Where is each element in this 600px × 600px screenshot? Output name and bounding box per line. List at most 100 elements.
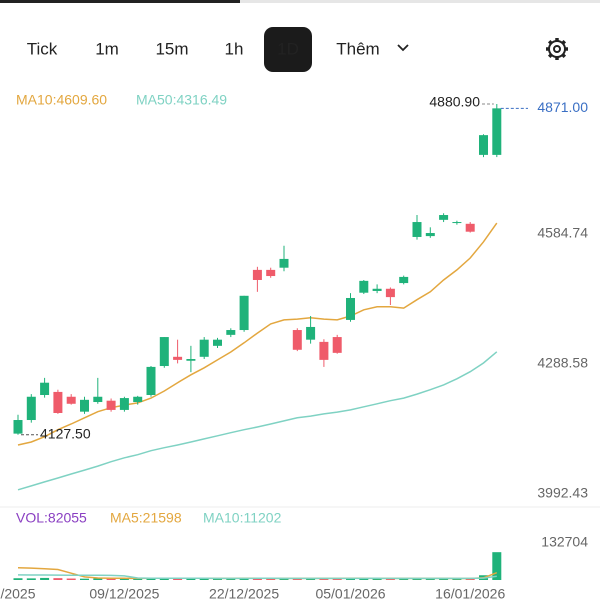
legend-entry: MA10:11202 [203,510,282,526]
low-marker-label: 4127.50 [40,425,91,441]
volume-bar [372,578,382,580]
volume-bar [133,578,143,580]
volume-bar [452,578,462,580]
candle-body [399,276,409,284]
volume-bar [173,578,183,580]
candle-body [106,400,116,410]
volume-bar [93,578,103,580]
candle-body [80,399,89,412]
candle-body [159,337,169,367]
candle-body [26,396,36,421]
volume-bar [199,578,209,580]
candle-body [412,222,422,237]
x-tick-label: 05/01/2026 [315,586,385,600]
ma-line [17,222,498,446]
x-tick-label: 22/12/2025 [209,586,279,600]
high-marker-label: 4880.90 [429,94,480,110]
x-tick-label: /2025 [0,586,35,600]
candle-body [279,258,289,268]
candle-body [359,280,369,293]
candle-body [266,269,276,277]
x-tick-label: 16/01/2026 [435,586,505,600]
tab-selected-bg [264,27,312,72]
candle-body [306,326,316,340]
volume-bar [385,578,395,580]
candle-body [465,223,475,232]
candle-body [199,339,209,357]
y-tick-label: 4288.58 [537,355,588,371]
candle-body [226,330,236,335]
candle-body [385,288,395,298]
legend-entry: MA10:4609.60 [16,92,107,108]
volume-bar [226,578,236,580]
volume-bar [279,578,289,580]
volume-bar [40,577,50,580]
volume-title: VOL:82055 [16,510,87,526]
candle-body [319,341,329,360]
candle-body [439,215,449,220]
volume-bar [359,578,369,580]
volume-bar [13,578,23,580]
candle-body [332,337,342,353]
candle-body [186,359,196,361]
progress-track [0,0,600,3]
volume-bar [252,578,262,580]
volume-bar [399,578,409,580]
volume-bar [213,578,222,580]
ma-line [17,574,497,580]
settings-icon[interactable] [546,38,568,60]
candle-body [452,222,462,224]
volume-bar [106,578,116,580]
candle-body [173,356,183,360]
candle-body [239,295,249,331]
candle-body [492,108,502,155]
volume-bar [266,578,276,580]
volume-bar [425,578,435,580]
x-tick-label: 09/12/2025 [89,586,159,600]
legend-entry: MA5:21598 [110,510,182,526]
volume-bar [26,578,36,580]
volume-bar [439,578,449,580]
candle-body [479,135,488,155]
volume-bar [146,578,156,580]
y-tick-label: 3992.43 [537,485,588,501]
volume-bar [186,578,196,580]
y-tick-label: 4584.74 [537,225,588,241]
volume-bar [306,578,316,580]
last-price-label: 4871.00 [537,99,588,115]
volume-bar [292,578,302,580]
dropdown-chevron[interactable] [397,44,409,52]
volume-bar [492,552,502,580]
candle-body [93,396,103,403]
y-tick-label: 132704 [541,534,588,550]
candle-body [346,297,355,320]
tab[interactable]: 1m [95,39,119,58]
candle-body [133,396,143,403]
candle-body [252,269,262,280]
volume-bar [53,578,63,580]
candle-body [292,330,302,350]
candle-body [13,420,23,434]
tab[interactable]: Thêm [336,39,379,58]
legend-entry: MA50:4316.49 [136,92,227,108]
tab[interactable]: 1D [277,39,299,58]
progress-bar [0,0,240,3]
candle-body [119,398,129,410]
candle-body [425,233,435,237]
ma-line [17,567,498,580]
ma-line [17,351,498,491]
candle-body [66,396,76,404]
tab[interactable]: Tick [27,39,58,58]
volume-bar [119,578,129,580]
candle-body [372,288,382,291]
candle-body [213,339,222,346]
candle-body [40,382,50,395]
tab[interactable]: 1h [225,39,244,58]
tab[interactable]: 15m [155,39,188,58]
candle-body [53,391,63,413]
candle-body [146,366,156,395]
volume-bar [66,578,76,580]
volume-bar [332,578,342,580]
volume-bar [80,578,89,580]
